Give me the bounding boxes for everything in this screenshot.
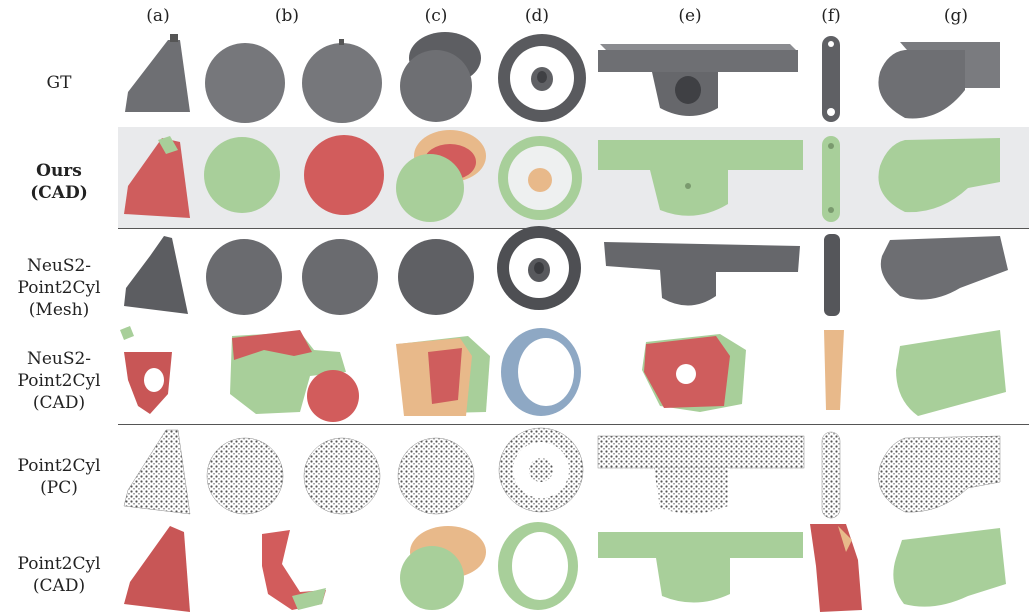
neus2-cad-shape-a [120,326,172,414]
neus2-cad-shape-b [230,330,359,422]
row-label-line: (Mesh) [28,300,90,320]
gt-shape-c [400,32,481,122]
row-label-line: NeuS2- [26,349,92,369]
row-label-line: (CAD) [32,393,86,413]
gt-shape-e [598,44,798,116]
separator-line [118,424,1029,425]
p2c-cad-shape-b [262,530,326,610]
neus2-mesh-shape-c [398,239,474,315]
neus2-cad-shape-e [642,334,746,412]
column-header-f: (f) [821,6,841,26]
neus2-cad-shape-c [396,336,490,416]
neus2-cad-shape-g [896,330,1006,416]
neus2-mesh-shape-b [206,239,378,315]
row-label-line: (PC) [40,478,78,498]
row-label-line: Point2Cyl [17,554,101,574]
row-label-ours: Ours (CAD) [0,160,118,204]
neus2-mesh-shape-e [604,242,800,306]
row-label-line: GT [46,73,72,93]
row-label-line: Point2Cyl [17,278,101,298]
ours-shape-g [878,138,1000,213]
ours-shape-e [598,140,803,216]
row-label-point2cyl-cad: Point2Cyl (CAD) [0,553,118,597]
gt-shape-f [822,36,840,122]
pc-shape-b [206,437,381,515]
ours-shape-f [822,136,840,222]
pc-shape-g [878,435,1001,513]
p2c-cad-shape-g [893,528,1006,607]
column-header-e: (e) [678,6,702,26]
pc-shape-d [498,427,584,513]
row-label-line: Point2Cyl [17,456,101,476]
column-header-c: (c) [424,6,448,26]
pc-shape-e [597,435,805,514]
neus2-mesh-shape-a [124,236,188,314]
p2c-cad-shape-f [810,524,862,612]
row-label-line: (CAD) [32,576,86,596]
p2c-cad-shape-e [598,532,803,603]
row-label-line: Point2Cyl [17,371,101,391]
row-label-line: (CAD) [30,183,88,203]
row-label-point2cyl-pc: Point2Cyl (PC) [0,455,118,499]
p2c-cad-shape-a [124,526,190,612]
neus2-mesh-shape-g [880,236,1008,300]
neus2-cad-shape-d [501,328,581,416]
row-label-neus2-mesh: NeuS2- Point2Cyl (Mesh) [0,255,118,321]
p2c-cad-shape-d [498,522,578,610]
column-header-a: (a) [146,6,170,26]
pc-shape-c [397,437,475,515]
pc-shape-f [821,431,841,519]
column-header-g: (g) [943,6,969,26]
row-label-line: Ours [36,161,82,181]
p2c-cad-shape-c [400,526,486,610]
ours-shape-b [204,135,384,215]
column-header-d: (d) [524,6,550,26]
separator-line [118,228,1029,229]
gt-shape-b [205,39,382,123]
neus2-mesh-shape-f [824,234,840,316]
ours-shape-d [498,136,582,220]
ours-shape-a [124,136,190,218]
column-header-b: (b) [274,6,300,26]
ours-shape-c [396,130,486,222]
row-label-line: NeuS2- [26,256,92,276]
gt-shape-a [125,34,190,112]
row-label-gt: GT [0,72,118,94]
row-label-neus2-cad: NeuS2- Point2Cyl (CAD) [0,348,118,414]
neus2-mesh-shape-d [497,226,581,310]
gt-shape-d [498,34,586,122]
gt-shape-g [878,42,1000,119]
pc-shape-a [123,429,191,515]
neus2-cad-shape-f [824,330,844,410]
